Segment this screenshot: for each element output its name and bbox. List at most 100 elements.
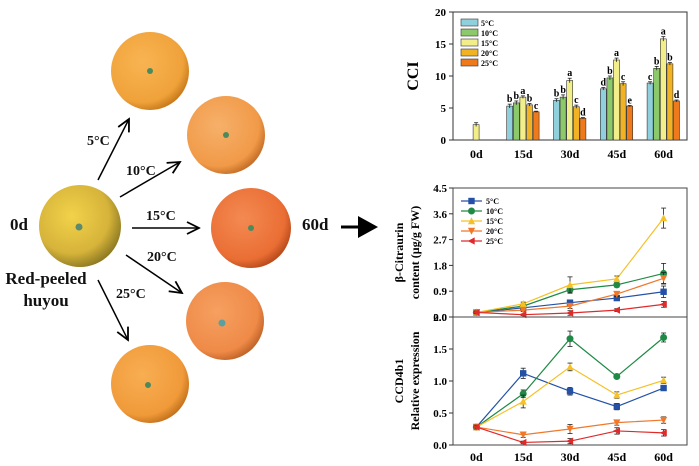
arrow-25c xyxy=(97,279,128,340)
series-15C-2 xyxy=(472,362,668,431)
bar xyxy=(553,100,560,141)
bar-significance-letter: c xyxy=(534,101,539,112)
line-y-tick-label: 2.0 xyxy=(433,312,447,324)
series-20C-1 xyxy=(472,272,668,317)
marker-circle xyxy=(519,390,527,398)
bar-significance-letter: a xyxy=(567,68,572,79)
bar xyxy=(579,117,587,141)
line-y-tick-label: 0.0 xyxy=(433,440,447,452)
fruit-15c xyxy=(211,188,291,268)
bar-legend-label: 5°C xyxy=(481,19,494,28)
line-y-tick-label: 0.5 xyxy=(433,408,447,420)
marker-square xyxy=(566,299,574,306)
bar xyxy=(606,77,614,141)
bar-x-tick-label: 30d xyxy=(561,147,580,161)
label-10c: 10°C xyxy=(126,164,156,179)
bar xyxy=(532,111,540,141)
fruit-name-line1: Red-peeled xyxy=(5,269,87,288)
marker-triangle-left xyxy=(467,237,475,245)
line-legend-label: 20°C xyxy=(486,227,503,236)
bar xyxy=(613,59,620,141)
marker-triangle-up xyxy=(660,214,668,222)
fruit-25c xyxy=(111,345,189,423)
bar xyxy=(526,104,533,141)
bar-significance-letter: b xyxy=(554,89,560,100)
line-x-tick-label: 0d xyxy=(470,450,483,464)
line-y-axis-label-1: β-Citraurin xyxy=(392,222,406,282)
bar-significance-letter: c xyxy=(574,95,579,106)
line-y-tick-label: 1.0 xyxy=(433,376,447,388)
bar-y-tick-label: 0 xyxy=(441,135,447,147)
line-y-tick-label: 4.5 xyxy=(433,183,447,195)
marker-square xyxy=(468,197,475,205)
marker-triangle-left xyxy=(566,309,574,317)
line-legend-label: 5°C xyxy=(486,197,499,206)
bar xyxy=(519,96,527,141)
series-line xyxy=(476,337,664,428)
marker-triangle-down xyxy=(519,431,527,439)
line-y-tick-label: 0.0 xyxy=(433,312,447,324)
arrow-10c xyxy=(119,162,180,198)
bar xyxy=(646,82,654,141)
marker-triangle-up xyxy=(566,363,574,371)
bar-significance-letter: e xyxy=(627,95,632,106)
result-arrow-icon xyxy=(341,216,378,238)
series-line xyxy=(476,366,664,428)
marker-triangle-left xyxy=(566,437,574,445)
marker-triangle-up xyxy=(519,397,527,405)
bar-significance-letter: b xyxy=(560,85,566,96)
marker-triangle-up xyxy=(467,217,476,225)
bar-y-axis-label: CCI xyxy=(405,61,422,90)
label-5c: 5°C xyxy=(87,134,110,149)
marker-triangle-up xyxy=(660,376,668,384)
line-y-axis-label-1: CCD4b1 xyxy=(392,359,406,404)
bar-legend-label: 15°C xyxy=(481,39,498,48)
bar-significance-letter: b xyxy=(527,94,533,105)
bar xyxy=(566,80,574,141)
bar-x-tick-label: 15d xyxy=(514,147,533,161)
marker-triangle-left xyxy=(472,423,480,431)
bar-y-tick-label: 15 xyxy=(435,39,447,51)
marker-triangle-left xyxy=(659,429,667,437)
bar-legend-swatch xyxy=(460,48,479,57)
line-legend-label: 10°C xyxy=(486,207,503,216)
marker-circle xyxy=(660,333,668,341)
line-x-tick-label: 45d xyxy=(607,450,626,464)
fruit-name-line2: huyou xyxy=(23,291,69,310)
label-15c: 15°C xyxy=(146,209,176,224)
label-20c: 20°C xyxy=(147,250,177,265)
marker-triangle-down xyxy=(566,425,574,433)
marker-square xyxy=(613,294,620,302)
marker-circle xyxy=(566,335,574,343)
bar-legend-swatch xyxy=(460,38,479,47)
bar xyxy=(653,68,661,141)
line-y-axis-label-2: content (μg/g FW) xyxy=(408,206,422,299)
bar xyxy=(506,105,514,141)
marker-triangle-down xyxy=(660,416,668,424)
line-y-tick-label: 1.5 xyxy=(433,344,447,356)
bar-significance-letter: d xyxy=(580,108,586,119)
bar-x-tick-label: 60d xyxy=(654,147,673,161)
start-day-label: 0d xyxy=(10,215,28,234)
bar-significance-letter: a xyxy=(520,86,525,97)
line-x-tick-label: 15d xyxy=(514,450,533,464)
line-y-tick-label: 2.7 xyxy=(433,235,447,247)
bar-y-tick-label: 20 xyxy=(435,7,447,19)
line-legend-label: 25°C xyxy=(486,237,503,246)
bar xyxy=(512,102,520,141)
bar xyxy=(673,100,680,141)
bar xyxy=(572,106,580,141)
bar-legend-label: 10°C xyxy=(481,29,498,38)
line-legend-label: 15°C xyxy=(486,217,503,226)
marker-circle xyxy=(613,373,621,381)
bar xyxy=(599,88,607,141)
series-25C-2 xyxy=(472,423,667,447)
marker-triangle-down xyxy=(519,306,527,314)
marker-triangle-down xyxy=(660,275,668,283)
bar-significance-letter: a xyxy=(661,27,666,38)
line-x-tick-label: 60d xyxy=(654,450,673,464)
bar-significance-letter: b xyxy=(654,56,660,67)
bar-x-tick-label: 0d xyxy=(470,147,483,161)
bar-significance-letter: d xyxy=(601,78,607,89)
